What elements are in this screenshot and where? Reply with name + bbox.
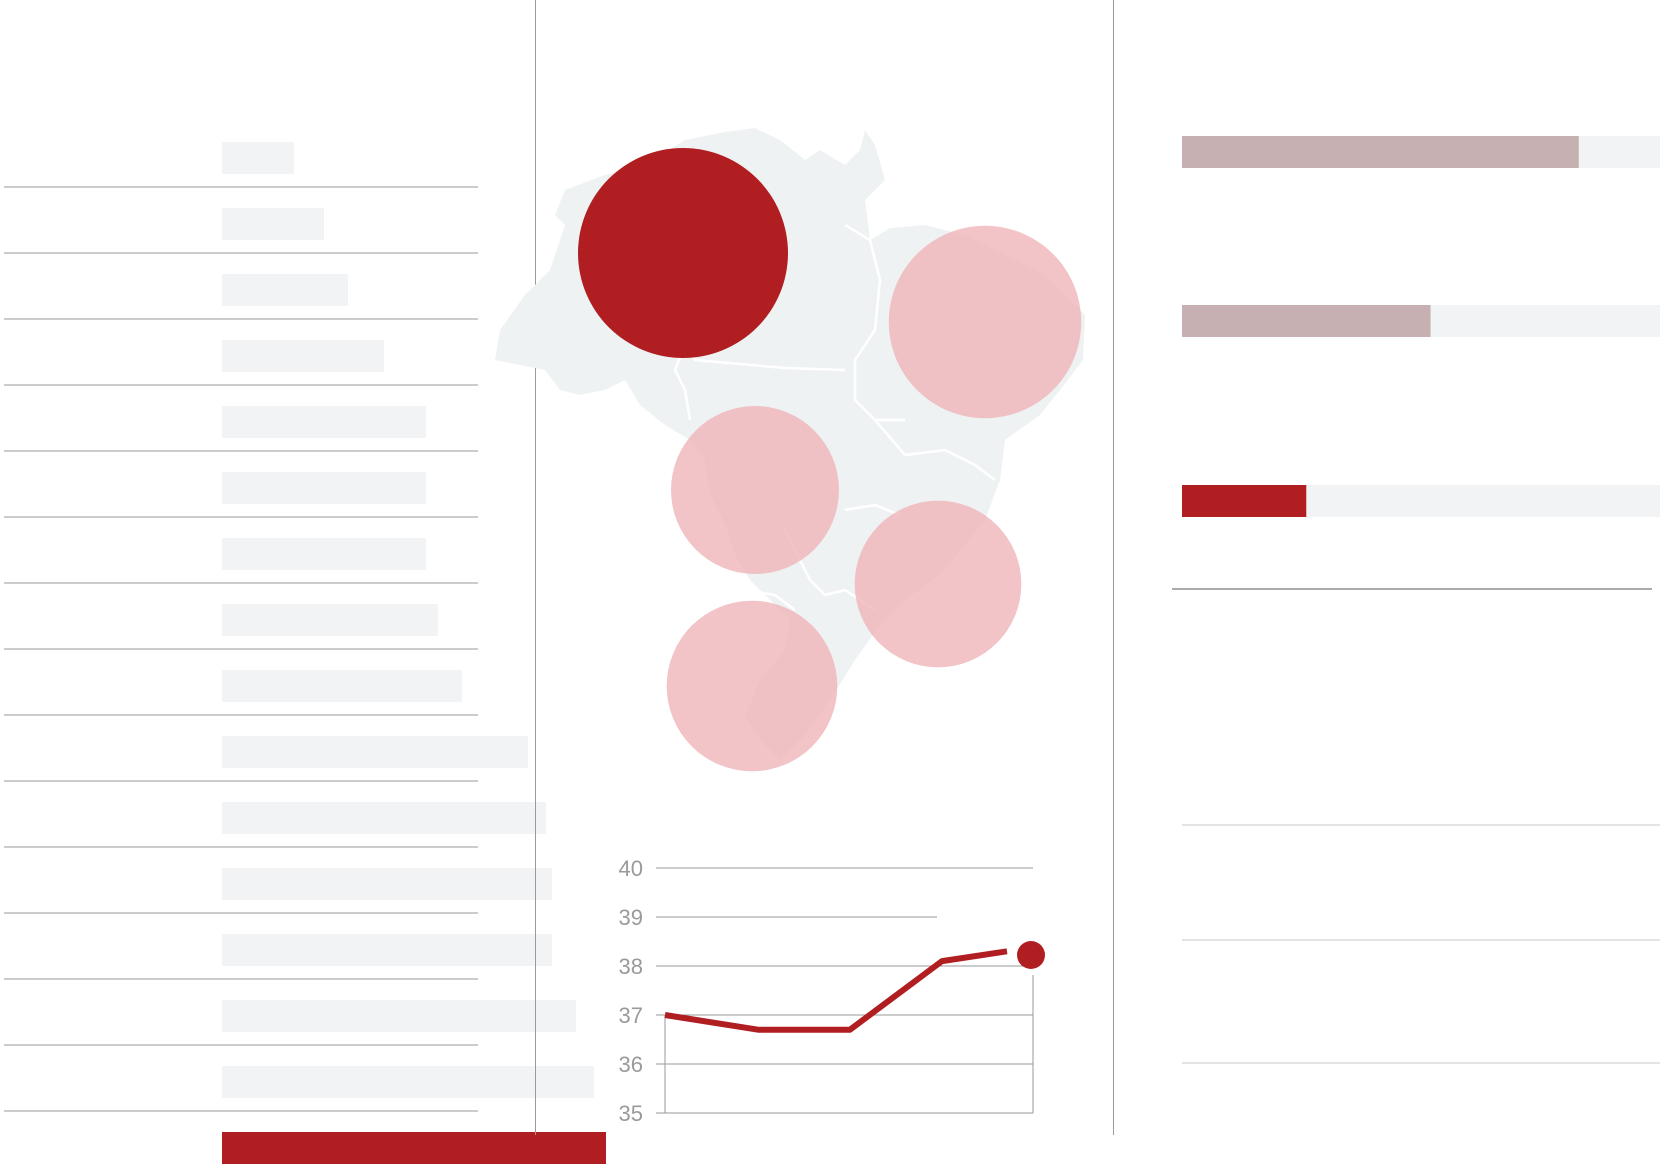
y-tick-label: 40 — [619, 856, 643, 881]
divider-left — [535, 0, 536, 1135]
map-bubble — [888, 225, 1082, 419]
progress-fill — [1182, 305, 1431, 337]
map-bubble — [666, 600, 838, 772]
y-tick-label: 37 — [619, 1003, 643, 1028]
state-border — [874, 419, 996, 481]
ranking-bar — [222, 934, 552, 966]
ranking-bar-chart — [4, 142, 606, 1164]
ranking-bar — [222, 1000, 576, 1032]
ranking-bar — [222, 802, 546, 834]
state-border — [844, 503, 901, 517]
y-tick-label: 38 — [619, 954, 643, 979]
ranking-bar — [222, 604, 438, 636]
map-panel: 35 36 37 38 39 40 — [495, 0, 1115, 1168]
ranking-bar — [222, 274, 348, 306]
ranking-bar — [222, 406, 426, 438]
divider-right — [1113, 0, 1114, 1135]
ranking-bar — [222, 868, 552, 900]
ranking-bar — [222, 340, 384, 372]
y-tick-label: 36 — [619, 1052, 643, 1077]
map-bubble — [671, 406, 839, 574]
map-bubble-highlight — [578, 148, 788, 358]
progress-bar-chart — [1172, 136, 1660, 1064]
ranking-bar — [222, 208, 324, 240]
ranking-bar-highlight — [222, 1132, 606, 1164]
y-tick-label: 35 — [619, 1101, 643, 1126]
state-border — [744, 588, 796, 611]
ranking-bar — [222, 1066, 594, 1098]
series-end-marker — [1017, 941, 1045, 969]
ranking-bar — [222, 142, 294, 174]
ranking-bar — [222, 670, 462, 702]
brazil-bubble-map — [495, 128, 1085, 772]
ranking-bar — [222, 472, 426, 504]
state-border — [844, 223, 905, 422]
ranking-bar — [222, 736, 528, 768]
progress-fill — [1182, 136, 1579, 168]
trend-line-chart: 35 36 37 38 39 40 — [619, 856, 1045, 1126]
progress-panel — [1115, 0, 1660, 1168]
series-line — [664, 948, 1008, 1033]
map-bubble — [854, 500, 1022, 668]
ranking-bar — [222, 538, 426, 570]
y-tick-label: 39 — [619, 905, 643, 930]
ranking-panel — [0, 0, 606, 1168]
progress-fill — [1182, 485, 1307, 517]
